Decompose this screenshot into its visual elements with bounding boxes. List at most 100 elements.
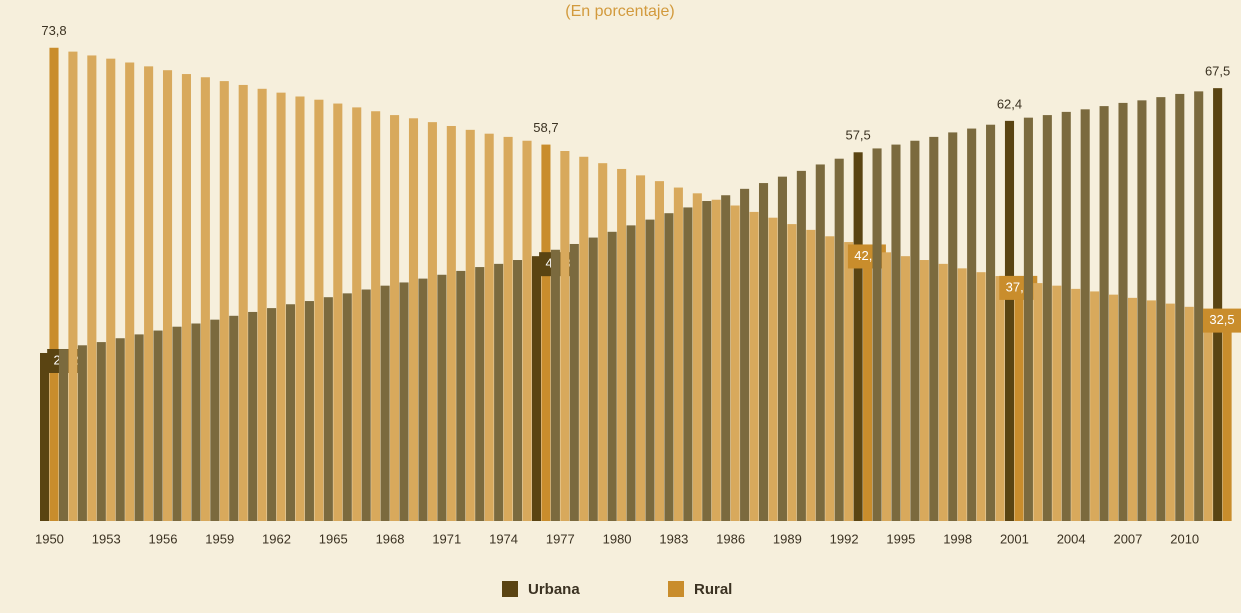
legend-label: Urbana — [528, 581, 580, 598]
bar — [1213, 88, 1223, 521]
bar — [579, 156, 589, 521]
bar — [465, 129, 475, 521]
bar — [853, 152, 863, 521]
bar — [323, 297, 333, 521]
bar — [569, 243, 579, 522]
bar — [172, 326, 182, 521]
bar — [1052, 285, 1062, 521]
bar — [1222, 312, 1232, 521]
bar — [664, 213, 674, 521]
bar — [371, 111, 381, 522]
bar — [238, 84, 248, 521]
bar — [144, 66, 154, 521]
bar — [87, 55, 97, 521]
bar — [229, 315, 239, 521]
bar — [68, 51, 78, 521]
bar — [692, 193, 702, 522]
x-tick-label: 1956 — [149, 531, 178, 546]
bar — [390, 115, 400, 522]
bar — [541, 144, 551, 521]
bar — [900, 256, 910, 521]
bar — [503, 136, 513, 522]
bar — [1184, 306, 1194, 521]
bar — [730, 205, 740, 521]
bar — [475, 267, 485, 521]
bar — [96, 342, 106, 521]
bar — [976, 272, 986, 521]
bar — [1175, 93, 1185, 522]
bar — [598, 163, 608, 521]
bar — [815, 164, 825, 521]
bar — [267, 308, 277, 521]
bar — [1156, 97, 1166, 521]
bar — [181, 74, 191, 521]
bar — [844, 242, 854, 521]
bar — [721, 195, 731, 521]
bar — [749, 211, 759, 522]
bar — [957, 268, 967, 521]
x-tick-label: 1974 — [489, 531, 518, 546]
bar — [380, 285, 390, 521]
x-tick-label: 1992 — [830, 531, 859, 546]
bar — [115, 338, 125, 521]
bar — [333, 103, 343, 521]
bar — [106, 58, 116, 521]
bar — [418, 278, 428, 521]
bar — [1099, 106, 1109, 521]
bar — [531, 256, 542, 521]
bar — [399, 282, 409, 521]
bar — [1127, 297, 1138, 521]
bar — [446, 125, 456, 522]
x-tick-label: 2001 — [1000, 531, 1029, 546]
bar — [1118, 102, 1128, 521]
bar — [210, 319, 220, 521]
bar — [1004, 120, 1015, 522]
bar — [834, 158, 844, 521]
bar — [740, 188, 750, 521]
bar — [219, 81, 229, 521]
bar — [673, 187, 683, 522]
bar — [200, 77, 210, 521]
bar — [427, 122, 437, 521]
value-label: 73,8 — [41, 23, 66, 38]
x-tick-label: 1950 — [35, 531, 64, 546]
bar — [967, 128, 977, 521]
bar — [408, 118, 419, 522]
bar — [257, 88, 267, 522]
bar — [654, 181, 665, 521]
bar — [1165, 303, 1175, 521]
x-tick-label: 1953 — [92, 531, 121, 546]
x-tick-label: 1986 — [716, 531, 745, 546]
bar — [191, 323, 201, 521]
bar — [825, 236, 835, 521]
x-tick-label: 1998 — [943, 531, 972, 546]
bar — [77, 345, 87, 521]
legend-swatch — [502, 581, 518, 597]
bar — [1137, 100, 1147, 521]
x-tick-label: 1980 — [603, 531, 632, 546]
bar — [919, 260, 929, 521]
bar — [588, 237, 598, 521]
x-tick-label: 1962 — [262, 531, 291, 546]
bar — [607, 231, 617, 521]
bar — [986, 124, 996, 522]
bar — [49, 47, 59, 521]
bar — [1042, 115, 1052, 522]
bar — [948, 132, 958, 521]
bar — [1023, 117, 1033, 521]
bar — [58, 349, 69, 521]
value-label: 62,4 — [997, 96, 1022, 111]
bar — [1146, 300, 1156, 521]
x-tick-label: 1989 — [773, 531, 802, 546]
bar — [881, 252, 892, 521]
bar — [758, 183, 769, 521]
bar — [125, 62, 135, 521]
bar — [1194, 91, 1204, 522]
bar — [636, 175, 646, 521]
bar — [1061, 111, 1071, 521]
x-tick-label: 1977 — [546, 531, 575, 546]
bar — [891, 144, 901, 521]
bar — [626, 225, 636, 522]
x-tick-label: 1983 — [659, 531, 688, 546]
